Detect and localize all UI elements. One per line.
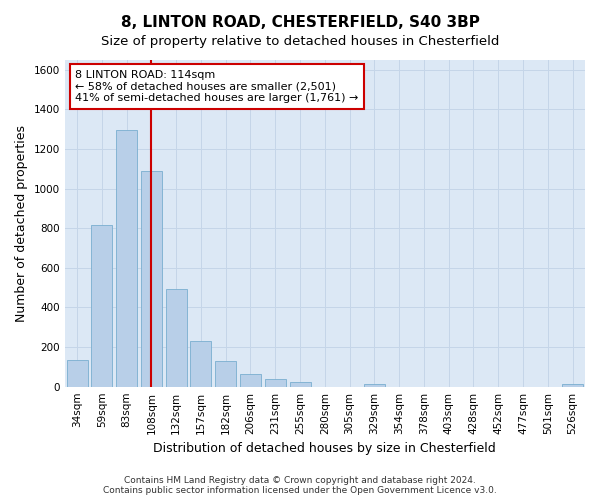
Bar: [190, 341, 211, 386]
Bar: [166, 288, 187, 386]
X-axis label: Distribution of detached houses by size in Chesterfield: Distribution of detached houses by size …: [154, 442, 496, 455]
Text: 8, LINTON ROAD, CHESTERFIELD, S40 3BP: 8, LINTON ROAD, CHESTERFIELD, S40 3BP: [121, 15, 479, 30]
Y-axis label: Number of detached properties: Number of detached properties: [15, 125, 28, 322]
Bar: [141, 171, 162, 386]
Bar: [215, 361, 236, 386]
Bar: [116, 130, 137, 386]
Bar: [290, 382, 311, 386]
Text: 8 LINTON ROAD: 114sqm
← 58% of detached houses are smaller (2,501)
41% of semi-d: 8 LINTON ROAD: 114sqm ← 58% of detached …: [75, 70, 358, 103]
Bar: [91, 226, 112, 386]
Text: Size of property relative to detached houses in Chesterfield: Size of property relative to detached ho…: [101, 35, 499, 48]
Bar: [240, 374, 261, 386]
Bar: [67, 360, 88, 386]
Text: Contains HM Land Registry data © Crown copyright and database right 2024.
Contai: Contains HM Land Registry data © Crown c…: [103, 476, 497, 495]
Bar: [562, 384, 583, 386]
Bar: [364, 384, 385, 386]
Bar: [265, 380, 286, 386]
